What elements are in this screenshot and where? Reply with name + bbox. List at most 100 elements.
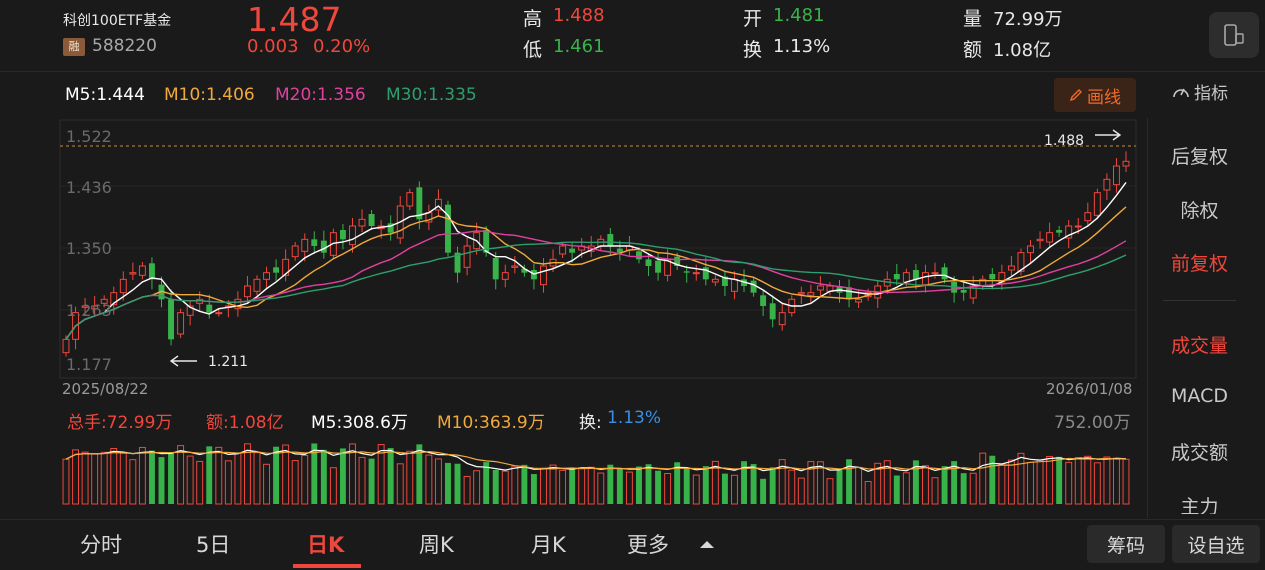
side-forward-adjusted[interactable]: 前复权 bbox=[1170, 253, 1228, 275]
arrow-right-icon bbox=[1095, 129, 1122, 141]
tab-weekly-k[interactable]: 周K bbox=[419, 533, 454, 557]
volume-bar bbox=[196, 460, 204, 505]
volume-bar bbox=[253, 452, 261, 505]
candle bbox=[711, 275, 719, 286]
tab-more[interactable]: 更多 bbox=[627, 533, 669, 557]
candlestick-chart[interactable]: 1.522 1.436 1.350 1.263 1.177 1.488 1.21… bbox=[0, 118, 1145, 408]
volume-chart[interactable] bbox=[0, 432, 1145, 510]
candle bbox=[1007, 256, 1015, 276]
side-back-adjusted[interactable]: 后复权 bbox=[1170, 146, 1228, 168]
candle bbox=[91, 296, 99, 315]
candle bbox=[501, 264, 509, 288]
candle bbox=[206, 294, 213, 319]
candle bbox=[741, 269, 747, 292]
candle bbox=[1017, 248, 1025, 276]
volume-bar bbox=[846, 459, 853, 504]
volume-bar bbox=[463, 475, 471, 505]
volume-bar bbox=[454, 463, 461, 504]
volume-bar bbox=[816, 461, 824, 505]
indicator-label: 指标 bbox=[1194, 84, 1228, 104]
candle bbox=[692, 264, 700, 281]
add-watchlist-button[interactable]: 设自选 bbox=[1172, 525, 1260, 563]
low-value: 1.461 bbox=[553, 36, 605, 57]
tab-monthly-k[interactable]: 月K bbox=[531, 533, 566, 557]
tab-intraday[interactable]: 分时 bbox=[80, 533, 122, 557]
active-tab-indicator bbox=[293, 564, 361, 568]
candle bbox=[960, 282, 967, 301]
volume-bar bbox=[778, 459, 786, 505]
volume-bar bbox=[969, 472, 977, 505]
candle bbox=[463, 238, 471, 276]
high-marker-label: 1.488 bbox=[1044, 133, 1084, 149]
side-ex-rights[interactable]: 除权 bbox=[1180, 200, 1219, 222]
side-macd[interactable]: MACD bbox=[1171, 385, 1228, 407]
volume-bar bbox=[521, 464, 528, 504]
volume-bar bbox=[711, 460, 719, 505]
volume-bar bbox=[91, 453, 99, 505]
volume-bar bbox=[664, 472, 672, 505]
caret-up-icon[interactable] bbox=[699, 539, 715, 549]
bottom-tab-bar bbox=[0, 519, 1265, 570]
volume-bar bbox=[1065, 461, 1073, 505]
volume-bar bbox=[301, 454, 309, 505]
tab-daily-k[interactable]: 日K bbox=[307, 533, 345, 557]
ma30-line bbox=[65, 241, 1127, 340]
candle bbox=[434, 189, 442, 216]
arrow-left-icon bbox=[169, 355, 197, 367]
volume-bar bbox=[807, 461, 815, 505]
candle bbox=[645, 253, 652, 276]
volume-bar bbox=[1122, 458, 1130, 505]
volume-bar bbox=[998, 464, 1006, 505]
price-change-pct: 0.20% bbox=[313, 36, 371, 57]
side-turnover-amount[interactable]: 成交额 bbox=[1170, 442, 1228, 464]
candle bbox=[1065, 220, 1073, 248]
vol-amount: 额:1.08亿 bbox=[206, 413, 284, 433]
volume-bar bbox=[138, 446, 146, 505]
volume-bar bbox=[587, 466, 595, 505]
indicator-button[interactable]: 指标 bbox=[1172, 79, 1228, 104]
volume-bar bbox=[1093, 462, 1101, 505]
amount-value: 1.08亿 bbox=[993, 40, 1052, 61]
volume-bar bbox=[129, 459, 137, 505]
candle bbox=[215, 308, 223, 317]
tab-5day[interactable]: 5日 bbox=[196, 533, 231, 557]
volume-bar bbox=[836, 469, 843, 504]
volume-bar bbox=[215, 446, 223, 505]
gauge-icon bbox=[1173, 88, 1189, 97]
volume-bar bbox=[320, 449, 327, 504]
volume-bar bbox=[1056, 456, 1063, 504]
candle bbox=[1046, 222, 1054, 248]
volume-bar bbox=[921, 465, 929, 505]
low-label: 低 bbox=[523, 39, 543, 61]
volume-value: 72.99万 bbox=[993, 9, 1063, 30]
volume-bar bbox=[760, 478, 767, 504]
volume-bar bbox=[329, 467, 337, 505]
candle bbox=[1093, 188, 1101, 220]
volume-bar bbox=[186, 455, 194, 505]
volume-bar bbox=[387, 448, 394, 504]
fund-name: 科创100ETF基金 bbox=[63, 13, 172, 29]
candle bbox=[234, 291, 242, 317]
side-volume[interactable]: 成交量 bbox=[1170, 335, 1228, 357]
candle bbox=[273, 259, 280, 281]
candle bbox=[846, 279, 853, 308]
candle bbox=[893, 264, 900, 286]
side-main-force[interactable]: 主力 bbox=[1180, 496, 1219, 514]
volume-bar bbox=[692, 474, 700, 505]
chips-button[interactable]: 筹码 bbox=[1087, 525, 1165, 563]
volume-bar bbox=[951, 461, 958, 504]
volume-bar bbox=[902, 472, 910, 505]
candle bbox=[243, 276, 251, 303]
volume-bar bbox=[864, 481, 872, 505]
volume-bar bbox=[425, 454, 433, 505]
candle bbox=[148, 257, 155, 290]
candle bbox=[119, 271, 127, 301]
draw-line-button[interactable]: 画线 bbox=[1054, 78, 1136, 112]
candle bbox=[702, 257, 709, 286]
volume-bar bbox=[559, 469, 567, 505]
candle bbox=[721, 270, 728, 296]
landscape-toggle-button[interactable] bbox=[1209, 12, 1259, 58]
amount-label: 额 bbox=[963, 39, 983, 61]
volume-bar bbox=[158, 457, 165, 504]
candle bbox=[291, 242, 299, 261]
